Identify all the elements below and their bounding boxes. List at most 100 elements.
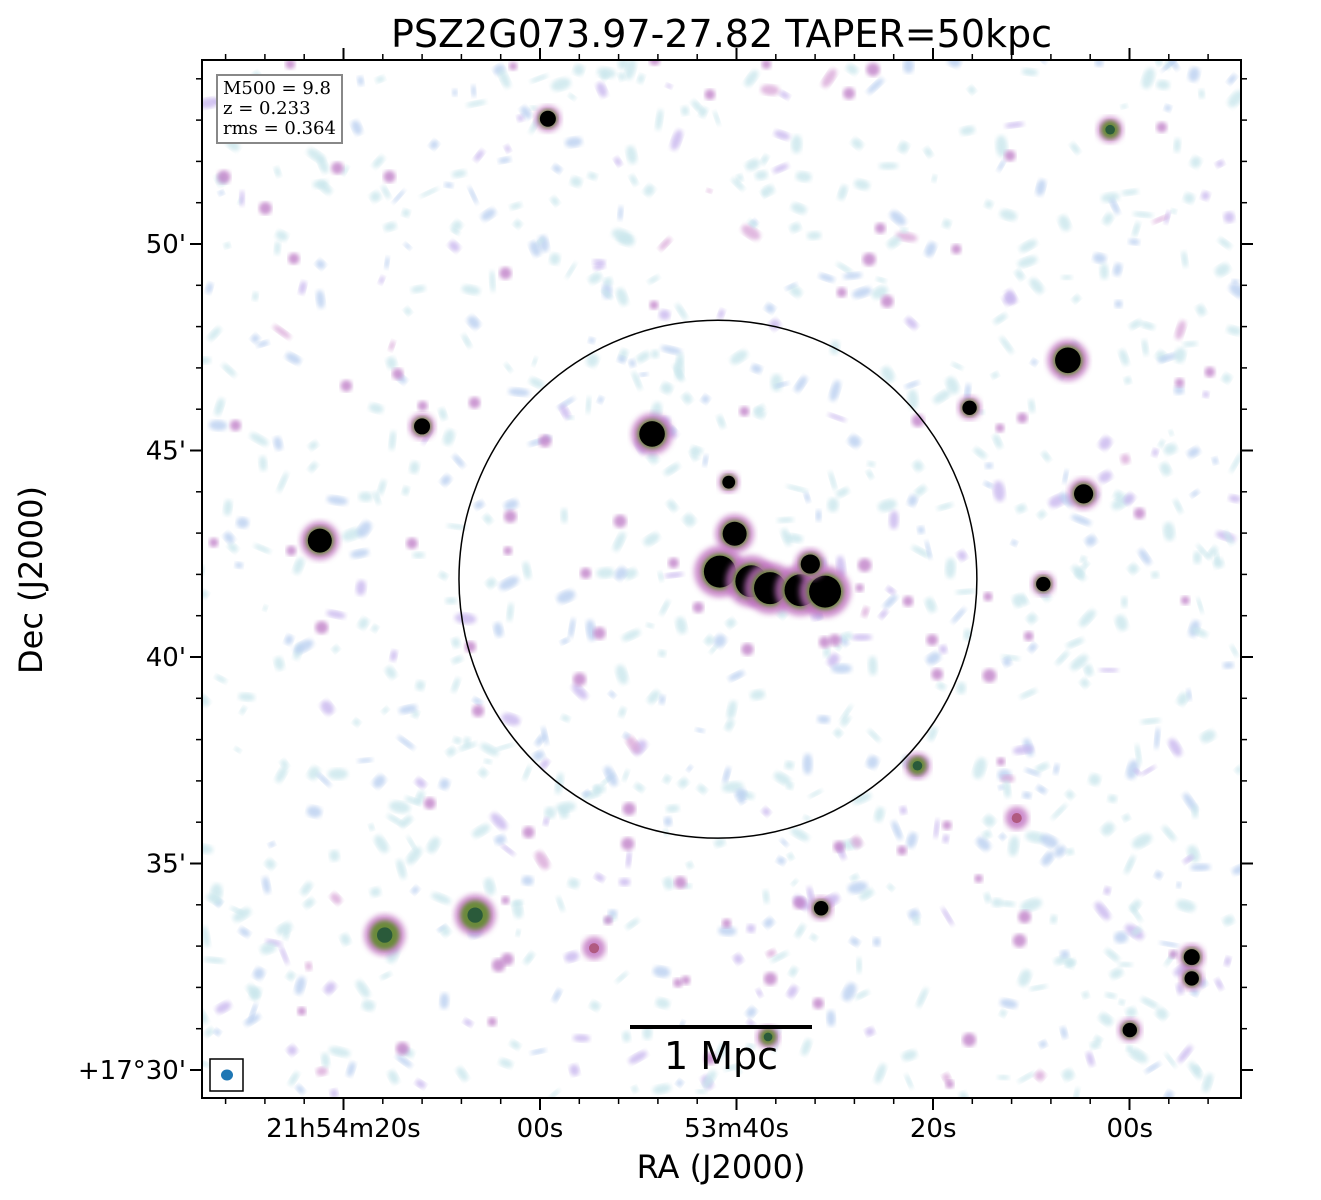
noise-blob — [753, 408, 766, 419]
noise-blob — [713, 110, 720, 126]
noise-blob — [1023, 631, 1034, 641]
noise-blob — [750, 689, 766, 700]
noise-blob — [1020, 898, 1042, 912]
noise-blob — [1122, 814, 1131, 822]
noise-blob — [275, 766, 288, 783]
noise-blob — [642, 1026, 653, 1040]
noise-blob — [286, 545, 297, 556]
noise-blob — [764, 303, 776, 314]
noise-blob — [316, 1066, 328, 1076]
noise-blob — [857, 558, 872, 572]
noise-blob — [556, 896, 565, 912]
noise-blob — [1135, 743, 1142, 765]
noise-blob — [1051, 804, 1067, 820]
noise-blob — [866, 755, 879, 769]
noise-blob — [253, 967, 265, 980]
noise-blob — [1176, 881, 1182, 889]
noise-blob — [613, 514, 627, 528]
noise-blob — [1000, 774, 1015, 783]
noise-blob — [1141, 765, 1156, 776]
noise-blob — [874, 222, 886, 234]
noise-blob — [1037, 510, 1046, 519]
noise-blob — [625, 918, 640, 930]
noise-blob — [724, 1064, 740, 1071]
source-core — [763, 1032, 773, 1042]
noise-blob — [448, 241, 460, 252]
noise-blob — [713, 634, 727, 648]
noise-blob — [308, 462, 318, 472]
noise-blob — [453, 737, 462, 744]
noise-blob — [308, 441, 318, 450]
noise-blob — [572, 684, 588, 700]
noise-blob — [686, 765, 693, 772]
noise-blob — [471, 84, 476, 98]
noise-blob — [481, 208, 496, 221]
noise-blob — [596, 82, 608, 98]
noise-blob — [451, 169, 467, 178]
noise-blob — [529, 241, 541, 257]
noise-blob — [995, 423, 1005, 433]
noise-blob — [762, 807, 771, 816]
noise-blob — [900, 227, 909, 234]
noise-blob — [626, 145, 637, 164]
noise-blob — [381, 185, 391, 199]
noise-blob — [1039, 1040, 1047, 1048]
noise-blob — [1119, 349, 1129, 366]
y-tick-label: 35' — [146, 850, 186, 880]
noise-blob — [774, 381, 789, 388]
noise-blob — [974, 874, 983, 883]
noise-blob — [706, 188, 713, 194]
noise-blob — [741, 643, 754, 656]
noise-blob — [790, 828, 809, 841]
noise-blob — [631, 1085, 638, 1093]
noise-blob — [1176, 983, 1184, 995]
noise-blob — [493, 622, 504, 638]
noise-blob — [730, 350, 748, 364]
noise-blob — [836, 487, 850, 498]
noise-blob — [897, 845, 907, 856]
source-core — [639, 421, 665, 447]
noise-blob — [942, 820, 952, 830]
noise-blob — [204, 1027, 214, 1037]
noise-blob — [983, 815, 996, 827]
noise-blob — [942, 1073, 951, 1083]
noise-blob — [733, 953, 744, 964]
noise-blob — [963, 628, 972, 641]
noise-blob — [647, 275, 660, 284]
noise-blob — [939, 644, 948, 654]
noise-blob — [781, 528, 792, 546]
noise-blob — [593, 784, 606, 793]
noise-blob — [315, 259, 326, 270]
noise-blob — [756, 988, 763, 998]
noise-blob — [214, 675, 227, 683]
noise-blob — [877, 499, 897, 512]
noise-blob — [660, 599, 670, 616]
noise-blob — [660, 382, 673, 394]
noise-blob — [1121, 189, 1139, 196]
noise-blob — [762, 185, 775, 196]
noise-blob — [1228, 494, 1241, 503]
noise-blob — [1000, 336, 1014, 354]
noise-blob — [423, 797, 436, 810]
noise-blob — [991, 898, 1003, 908]
noise-blob — [806, 231, 822, 240]
noise-blob — [1130, 899, 1141, 913]
noise-blob — [1140, 718, 1161, 725]
noise-blob — [1062, 1069, 1074, 1081]
beam-ellipse — [221, 1069, 233, 1081]
noise-blob — [1011, 539, 1018, 546]
noise-blob — [361, 1000, 376, 1012]
noise-blob — [1098, 667, 1119, 673]
noise-blob — [618, 706, 626, 718]
noise-blob — [1115, 615, 1128, 631]
noise-blob — [411, 710, 420, 718]
noise-blob — [1125, 1007, 1137, 1018]
noise-blob — [387, 814, 405, 826]
noise-blob — [498, 157, 512, 164]
noise-blob — [716, 1042, 727, 1060]
noise-blob — [294, 976, 306, 995]
noise-blob — [889, 210, 906, 226]
noise-blob — [879, 609, 888, 619]
noise-blob — [1198, 89, 1205, 99]
noise-blob — [1173, 385, 1185, 395]
